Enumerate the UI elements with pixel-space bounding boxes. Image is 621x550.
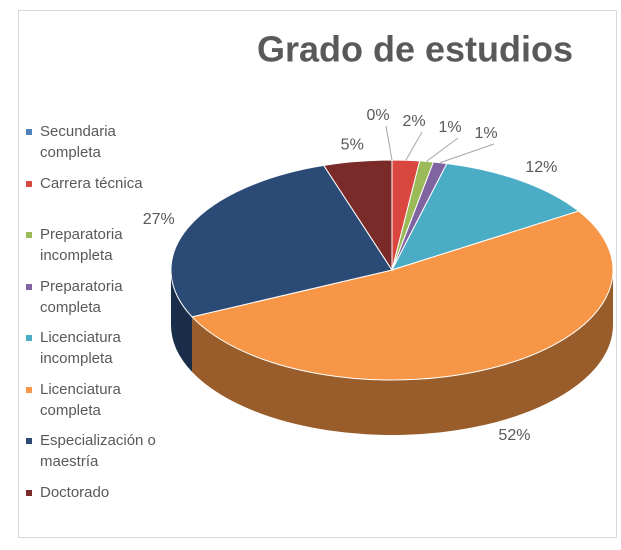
legend: Secundaria completa Carrera técnica Prepar… bbox=[26, 121, 166, 533]
legend-item: Preparatoria incompleta bbox=[26, 224, 166, 276]
legend-swatch bbox=[26, 129, 32, 135]
legend-label: Secundaria completa bbox=[40, 123, 116, 161]
data-label: 1% bbox=[474, 125, 497, 142]
data-label: 12% bbox=[525, 159, 557, 176]
legend-label: Preparatoria completa bbox=[40, 277, 123, 316]
legend-swatch bbox=[26, 489, 32, 496]
data-label: 2% bbox=[402, 113, 425, 130]
pie-tops bbox=[170, 159, 614, 381]
legend-label: Especialización o maestría bbox=[40, 432, 156, 470]
legend-item: Licenciatura completa bbox=[26, 379, 166, 431]
legend-swatch bbox=[26, 283, 32, 290]
pie-slice bbox=[170, 164, 393, 318]
legend-swatch bbox=[26, 438, 32, 444]
pie-slice bbox=[391, 162, 580, 271]
data-label: 5% bbox=[341, 136, 364, 153]
leader-line bbox=[440, 143, 495, 164]
legend-label: Carrera técnica bbox=[40, 174, 143, 192]
legend-label: Licenciatura incompleta bbox=[40, 329, 121, 367]
leader-line bbox=[385, 125, 393, 161]
legend-swatch bbox=[26, 232, 32, 238]
data-label: 0% bbox=[366, 107, 389, 124]
legend-item: Carrera técnica bbox=[26, 173, 166, 225]
pie-slice-side bbox=[192, 270, 614, 435]
data-label: 27% bbox=[143, 211, 175, 228]
legend-swatch bbox=[26, 180, 32, 187]
leader-line bbox=[405, 131, 423, 161]
pie-slice-side bbox=[171, 270, 193, 372]
chart-border bbox=[18, 10, 617, 538]
legend-label: Licenciatura completa bbox=[40, 380, 121, 419]
legend-label: Preparatoria incompleta bbox=[40, 226, 123, 264]
legend-item: Preparatoria completa bbox=[26, 276, 166, 328]
pie-slice bbox=[191, 210, 614, 381]
legend-item: Licenciatura incompleta bbox=[26, 327, 166, 379]
legend-swatch bbox=[26, 386, 32, 393]
legend-item: Secundaria completa bbox=[26, 121, 166, 173]
chart-title: Grado de estudios bbox=[257, 29, 573, 70]
leader-line bbox=[426, 137, 459, 162]
data-label: 52% bbox=[498, 427, 530, 444]
legend-item: Especialización o maestría bbox=[26, 430, 166, 482]
data-label: 1% bbox=[438, 119, 461, 136]
legend-item: Doctorado bbox=[26, 482, 166, 534]
legend-swatch bbox=[26, 335, 32, 341]
legend-label: Doctorado bbox=[40, 483, 110, 501]
pie-sides bbox=[171, 270, 614, 435]
